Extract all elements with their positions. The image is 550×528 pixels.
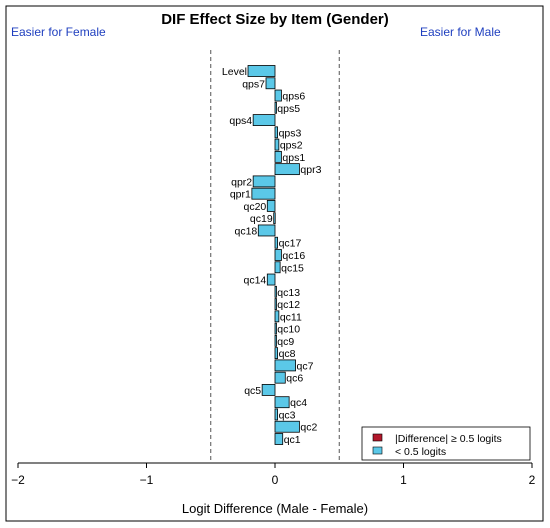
item-label-qc20: qc20: [244, 201, 267, 213]
item-label-qc13: qc13: [277, 287, 300, 299]
item-label-qpr1: qpr1: [230, 189, 251, 201]
item-label-qc3: qc3: [279, 409, 296, 421]
bar-qc17: [274, 236, 278, 249]
item-label-qc4: qc4: [290, 397, 307, 409]
item-label-qc19: qc19: [250, 213, 273, 225]
bar-qc8: [274, 347, 278, 360]
bar-qc5: [261, 384, 276, 396]
item-label-qps2: qps2: [280, 140, 303, 152]
bar-qc14: [266, 273, 276, 286]
item-label-qc2: qc2: [300, 422, 317, 434]
legend-label-large: |Difference| ≥ 0.5 logits: [395, 433, 502, 445]
bar-qpr2: [252, 175, 276, 188]
bar-qc3: [274, 408, 278, 421]
bar-qc19: [273, 212, 276, 225]
bar-qc12: [274, 298, 277, 310]
x-tick-label: −1: [140, 473, 154, 487]
item-label-qc1: qc1: [284, 434, 301, 446]
bar-qc11: [274, 310, 280, 323]
bar-Level: [247, 65, 276, 77]
bar-qc2: [274, 420, 300, 433]
legend-swatch-large: [372, 433, 383, 442]
item-label-qps3: qps3: [279, 127, 302, 139]
chart-title: DIF Effect Size by Item (Gender): [161, 11, 389, 28]
item-label-qc12: qc12: [277, 299, 300, 311]
item-label-qc14: qc14: [244, 275, 267, 287]
legend-box: [361, 426, 531, 461]
item-label-qps6: qps6: [282, 91, 305, 103]
x-tick-label: 2: [529, 473, 536, 487]
legend: |Difference| ≥ 0.5 logits < 0.5 logits: [361, 426, 531, 461]
legend-swatch-small: [372, 446, 383, 455]
bar-qps5: [274, 101, 277, 114]
legend-label-small: < 0.5 logits: [395, 446, 446, 458]
bar-qc15: [274, 261, 281, 274]
bar-qc16: [274, 249, 282, 261]
item-label-qc16: qc16: [282, 250, 305, 262]
item-label-qpr2: qpr2: [231, 176, 252, 188]
item-label-qps5: qps5: [277, 103, 300, 115]
bar-qpr3: [274, 163, 300, 176]
annotation-left: Easier for Female: [11, 25, 106, 39]
x-tick-label: −2: [11, 473, 25, 487]
x-tick-label: 0: [272, 473, 279, 487]
item-label-qps7: qps7: [242, 78, 265, 90]
item-label-qc17: qc17: [279, 238, 302, 250]
item-label-qc18: qc18: [235, 225, 258, 237]
item-label-qc5: qc5: [244, 385, 261, 397]
bar-qc9: [274, 334, 277, 347]
item-label-qc15: qc15: [281, 262, 304, 274]
bar-qps7: [265, 77, 276, 90]
bar-qc1: [274, 433, 284, 445]
bar-qps1: [274, 150, 282, 163]
item-label-qc6: qc6: [286, 373, 303, 385]
x-axis-label: Logit Difference (Male - Female): [182, 501, 368, 516]
plot-frame: [5, 5, 544, 522]
reference-lines: [210, 50, 340, 463]
annotation-right: Easier for Male: [420, 25, 501, 39]
bar-qc18: [257, 224, 276, 237]
item-label-qc10: qc10: [277, 324, 300, 336]
item-label-qps1: qps1: [282, 152, 305, 164]
bar-qc20: [266, 200, 276, 212]
bar-qps4: [252, 114, 276, 126]
x-tick-label: 1: [400, 473, 407, 487]
item-label-qc9: qc9: [277, 336, 294, 348]
bar-qps2: [274, 138, 280, 151]
bar-qps6: [274, 89, 282, 102]
bar-qc10: [274, 322, 277, 335]
bar-qpr1: [251, 187, 276, 200]
bar-series: [247, 65, 300, 445]
x-axis: −2 −1 0 1 2: [11, 462, 536, 487]
item-label-qpr3: qpr3: [300, 164, 321, 176]
bar-qc7: [274, 359, 296, 372]
item-label-qc8: qc8: [279, 348, 296, 360]
bar-qps3: [274, 126, 278, 139]
bar-qc6: [274, 371, 286, 384]
item-label-qc7: qc7: [297, 360, 314, 372]
bar-qc13: [274, 285, 277, 298]
item-label-qps4: qps4: [229, 115, 252, 127]
bar-qc4: [274, 396, 290, 409]
item-label-qc11: qc11: [280, 311, 302, 323]
item-label-Level: Level: [222, 66, 247, 78]
